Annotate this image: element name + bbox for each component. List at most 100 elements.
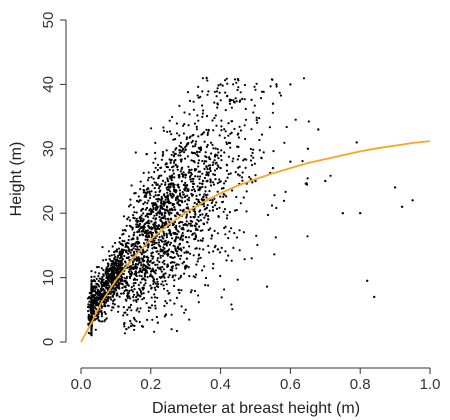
data-point bbox=[121, 276, 124, 279]
data-point bbox=[163, 221, 167, 224]
data-point bbox=[256, 243, 259, 247]
data-point bbox=[160, 199, 163, 203]
data-point bbox=[164, 239, 167, 242]
data-point bbox=[217, 151, 220, 154]
data-point bbox=[225, 217, 228, 220]
data-point bbox=[173, 206, 176, 209]
data-point bbox=[147, 231, 150, 234]
data-point bbox=[228, 98, 231, 101]
data-point bbox=[149, 196, 152, 200]
data-point bbox=[170, 182, 173, 185]
data-point bbox=[227, 173, 230, 176]
data-point bbox=[106, 299, 110, 302]
data-point bbox=[178, 104, 181, 107]
data-point bbox=[140, 214, 143, 217]
data-point bbox=[189, 216, 192, 219]
data-point bbox=[139, 199, 142, 202]
data-point bbox=[152, 269, 155, 272]
data-point bbox=[139, 267, 142, 270]
data-point bbox=[209, 141, 213, 144]
data-point bbox=[174, 231, 177, 235]
data-point bbox=[123, 277, 126, 280]
data-point bbox=[171, 274, 175, 277]
data-point bbox=[126, 313, 129, 316]
data-point bbox=[198, 178, 201, 181]
data-point bbox=[219, 166, 222, 170]
data-point bbox=[137, 294, 140, 297]
data-point bbox=[205, 156, 208, 159]
data-point bbox=[254, 179, 257, 183]
data-point bbox=[170, 208, 174, 211]
data-point bbox=[239, 91, 242, 94]
data-point bbox=[175, 226, 178, 229]
data-point bbox=[187, 189, 190, 192]
data-point bbox=[144, 282, 147, 285]
data-point bbox=[184, 308, 187, 311]
data-point bbox=[135, 300, 138, 303]
data-point bbox=[182, 246, 185, 249]
data-point bbox=[133, 242, 136, 245]
data-point bbox=[184, 157, 187, 160]
data-point bbox=[168, 119, 171, 122]
data-point bbox=[139, 188, 142, 191]
data-point bbox=[146, 318, 149, 321]
data-point bbox=[206, 204, 209, 207]
data-point bbox=[107, 273, 110, 276]
data-point bbox=[101, 276, 104, 279]
data-point bbox=[180, 289, 183, 292]
data-point bbox=[201, 104, 204, 107]
data-point bbox=[106, 304, 110, 307]
data-point bbox=[153, 330, 156, 333]
data-points bbox=[86, 76, 414, 337]
data-point bbox=[195, 128, 198, 131]
data-point bbox=[230, 303, 233, 306]
data-point bbox=[107, 262, 110, 266]
data-point bbox=[230, 131, 233, 134]
data-point bbox=[173, 154, 176, 157]
data-point bbox=[187, 266, 190, 269]
data-point bbox=[177, 254, 180, 257]
data-point bbox=[88, 300, 91, 303]
data-point bbox=[232, 157, 235, 160]
data-point bbox=[118, 241, 121, 244]
data-point bbox=[116, 286, 119, 289]
data-point bbox=[154, 151, 157, 154]
data-point bbox=[172, 251, 175, 254]
data-point bbox=[104, 270, 107, 273]
data-point bbox=[113, 272, 116, 275]
data-point bbox=[105, 286, 108, 289]
data-point bbox=[127, 256, 130, 259]
data-point bbox=[134, 258, 138, 261]
data-point bbox=[199, 239, 202, 242]
data-point bbox=[206, 193, 209, 196]
data-point bbox=[155, 315, 158, 319]
data-point bbox=[220, 119, 223, 122]
data-point bbox=[98, 272, 101, 275]
data-point bbox=[135, 225, 138, 229]
data-point bbox=[209, 179, 212, 183]
data-point bbox=[237, 154, 240, 158]
data-point bbox=[211, 199, 214, 202]
data-point bbox=[189, 222, 192, 225]
data-point bbox=[225, 142, 228, 146]
data-point bbox=[152, 279, 155, 283]
data-point bbox=[235, 208, 238, 212]
data-point bbox=[133, 273, 136, 276]
data-point bbox=[141, 234, 145, 237]
data-point bbox=[150, 127, 153, 130]
data-point bbox=[220, 149, 223, 152]
data-point bbox=[130, 184, 133, 187]
data-point bbox=[143, 275, 147, 278]
data-point bbox=[120, 248, 123, 251]
data-point bbox=[187, 236, 191, 239]
data-point bbox=[224, 91, 227, 94]
data-point bbox=[172, 138, 175, 141]
data-point bbox=[233, 78, 237, 81]
data-point bbox=[88, 306, 91, 309]
data-point bbox=[129, 203, 132, 206]
data-point bbox=[205, 114, 209, 118]
data-point bbox=[136, 307, 139, 310]
data-point bbox=[188, 196, 191, 199]
data-point bbox=[123, 321, 126, 325]
x-tick-label: 0.6 bbox=[280, 376, 301, 393]
